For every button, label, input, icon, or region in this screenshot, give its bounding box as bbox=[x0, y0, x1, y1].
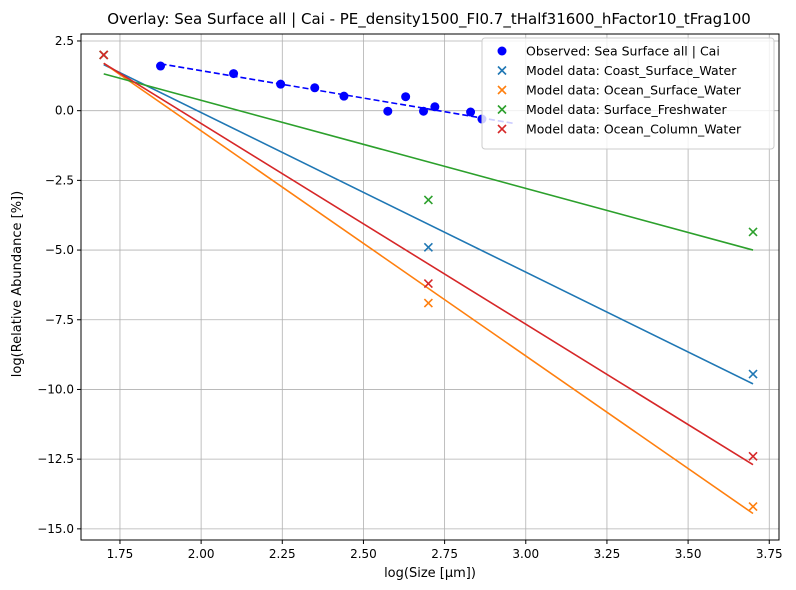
legend-marker-2 bbox=[497, 104, 507, 115]
observed-point bbox=[156, 61, 166, 71]
model-point-3 bbox=[423, 278, 433, 289]
x-tick-label: 2.00 bbox=[188, 547, 215, 561]
y-tick-label: −12.5 bbox=[37, 452, 74, 466]
observed-point bbox=[229, 69, 239, 79]
x-tick-label: 1.75 bbox=[107, 547, 134, 561]
observed-point bbox=[276, 79, 286, 89]
model-point-1 bbox=[748, 501, 758, 512]
fit-lines bbox=[103, 62, 754, 515]
legend-label: Model data: Ocean_Surface_Water bbox=[526, 83, 742, 98]
model-point-3 bbox=[99, 50, 109, 60]
y-tick-label: −5.0 bbox=[45, 243, 74, 257]
model-point-0 bbox=[748, 369, 758, 379]
legend-marker-1 bbox=[497, 85, 507, 95]
observed-point bbox=[401, 92, 411, 102]
x-tick-label: 3.75 bbox=[756, 547, 783, 561]
observed-point bbox=[466, 107, 476, 117]
fit-line-3 bbox=[103, 62, 754, 466]
axis-ticks: 1.75 2.00 2.25 2.50 2.75 3.00 3.25 3.50 3.75 2.5 0… bbox=[37, 34, 782, 561]
observed-point bbox=[383, 106, 393, 116]
x-axis-label: log(Size [µm]) bbox=[384, 566, 476, 581]
model-point-2 bbox=[423, 195, 433, 205]
model-point-1 bbox=[423, 298, 433, 308]
observed-fit-line bbox=[160, 63, 513, 125]
legend-box bbox=[481, 37, 775, 150]
y-tick-label: −15.0 bbox=[37, 522, 74, 536]
y-tick-label: −10.0 bbox=[37, 382, 74, 396]
legend-label: Model data: Coast_Surface_Water bbox=[526, 63, 737, 78]
y-axis-label: log(Relative Abundance [%]) bbox=[10, 191, 25, 377]
y-tick-label: −7.5 bbox=[45, 313, 74, 327]
fit-line-0 bbox=[103, 63, 754, 385]
legend-marker-0 bbox=[497, 65, 507, 76]
x-tick-label: 3.50 bbox=[675, 547, 702, 561]
y-tick-label: 0.0 bbox=[55, 104, 74, 118]
model-point-2 bbox=[748, 227, 758, 237]
fit-line-1 bbox=[103, 62, 754, 515]
observed-point bbox=[419, 106, 429, 116]
model-point-0 bbox=[423, 242, 433, 252]
observed-point bbox=[310, 83, 320, 93]
x-tick-label: 2.75 bbox=[431, 547, 458, 561]
legend-label: Model data: Surface_Freshwater bbox=[526, 102, 727, 117]
y-tick-label: −2.5 bbox=[45, 173, 74, 187]
y-tick-label: 2.5 bbox=[55, 34, 74, 48]
observed-point bbox=[339, 91, 349, 101]
x-tick-label: 2.25 bbox=[269, 547, 296, 561]
x-tick-label: 2.50 bbox=[350, 547, 377, 561]
observed-point bbox=[430, 102, 440, 112]
fit-line-2 bbox=[103, 73, 754, 251]
legend-marker-3 bbox=[497, 124, 507, 134]
data-markers bbox=[99, 50, 758, 512]
chart-title: Overlay: Sea Surface all | Cai - PE_dens… bbox=[107, 10, 751, 29]
legend-label: Observed: Sea Surface all | Cai bbox=[526, 44, 720, 59]
legend-marker-observed bbox=[497, 46, 507, 56]
legend: Observed: Sea Surface all | Cai Model dat… bbox=[481, 37, 775, 150]
legend-label: Model data: Ocean_Column_Water bbox=[526, 122, 742, 137]
plot-frame bbox=[80, 33, 780, 541]
x-tick-label: 3.00 bbox=[512, 547, 539, 561]
model-point-3 bbox=[748, 451, 758, 461]
x-tick-label: 3.25 bbox=[594, 547, 621, 561]
